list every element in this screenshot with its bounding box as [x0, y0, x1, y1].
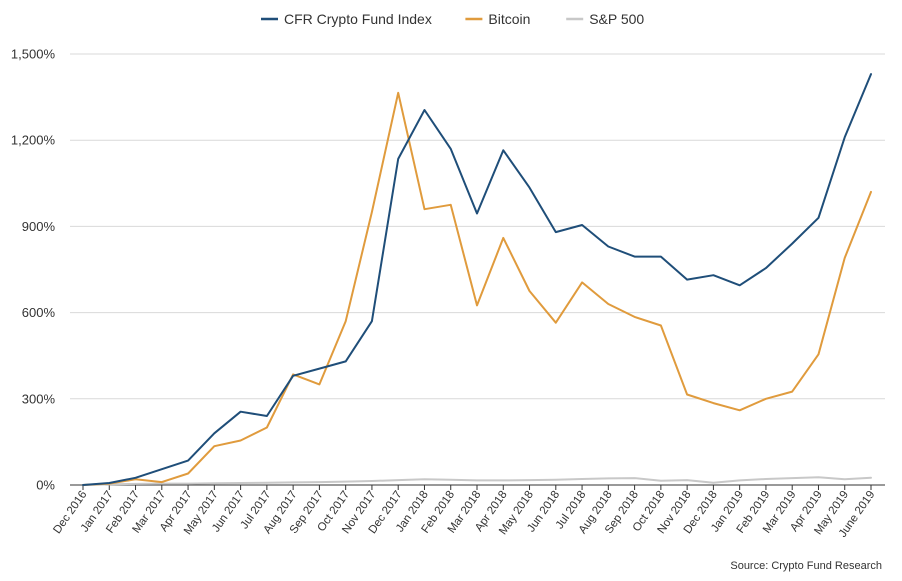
y-tick-label: 1,200%: [11, 133, 56, 148]
series-line-cfr-crypto-fund-index: [82, 73, 872, 486]
legend: CFR Crypto Fund Index Bitcoin S&P 500: [261, 11, 644, 27]
axes: [70, 484, 885, 490]
y-tick-label: 900%: [22, 219, 56, 234]
series-line-s-p-500: [82, 476, 872, 486]
legend-label: S&P 500: [589, 11, 644, 27]
y-tick-label: 600%: [22, 305, 56, 320]
series-lines: [82, 73, 872, 486]
y-tick-label: 1,500%: [11, 47, 56, 62]
y-tick-label: 0%: [36, 478, 55, 493]
legend-label: CFR Crypto Fund Index: [284, 11, 432, 27]
legend-item-bitcoin[interactable]: Bitcoin: [465, 11, 530, 27]
source-note: Source: Crypto Fund Research: [730, 560, 882, 572]
series-line-bitcoin: [82, 91, 872, 486]
legend-label: Bitcoin: [488, 11, 530, 27]
y-tick-label: 300%: [22, 391, 56, 406]
y-tick-labels: 0% 300% 600% 900% 1,200% 1,500%: [11, 47, 56, 493]
legend-item-cfr-crypto-fund-index[interactable]: CFR Crypto Fund Index: [261, 11, 432, 27]
gridlines: [70, 53, 885, 400]
legend-item-s-p-500[interactable]: S&P 500: [566, 11, 644, 27]
